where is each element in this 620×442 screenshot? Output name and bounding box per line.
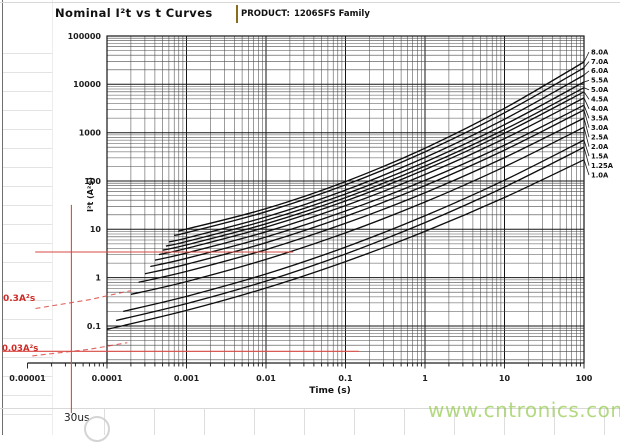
curve-7.0A <box>174 67 585 237</box>
curve-2.0A <box>130 126 585 296</box>
svg-text:100000: 100000 <box>68 32 102 41</box>
product-name: 1206SFS Family <box>293 9 370 19</box>
svg-text:1: 1 <box>95 273 101 282</box>
svg-text:10: 10 <box>499 374 511 383</box>
sheet-column-edge <box>52 0 53 435</box>
series-label: 1.25A <box>591 162 614 170</box>
curve-1.25A <box>115 146 585 322</box>
grid-lines <box>107 36 584 363</box>
axes <box>27 35 585 369</box>
svg-text:0.1: 0.1 <box>338 374 353 383</box>
svg-text:1: 1 <box>422 374 428 383</box>
svg-text:100: 100 <box>84 177 101 186</box>
sheet-left-border <box>2 0 3 435</box>
product-label: PRODUCT: <box>241 9 290 19</box>
svg-text:1000: 1000 <box>79 129 102 138</box>
curve-5.0A <box>162 87 585 251</box>
chart-title: Nominal I²t vs t Curves <box>55 6 213 20</box>
curve-1.5A <box>123 139 585 313</box>
annotation-label-30us: 30us <box>64 412 90 424</box>
series-label: 5.5A <box>591 77 609 85</box>
series-label: 3.0A <box>591 124 609 132</box>
svg-text:10000: 10000 <box>73 80 101 89</box>
svg-text:0.00001: 0.00001 <box>9 374 46 383</box>
sheet-column-lines <box>55 409 618 435</box>
series-label: 2.0A <box>591 143 609 151</box>
curve-3.5A <box>150 104 585 268</box>
series-label: 7.0A <box>591 58 609 66</box>
axis-tick-labels: 0.00001 0.0001 0.001 0.01 0.1 1 10 100100000100… <box>9 32 593 383</box>
svg-text:0.001: 0.001 <box>174 374 200 383</box>
x-axis-title: Time (s) <box>309 386 351 396</box>
sheet-bottom-border <box>0 408 620 409</box>
curve-3.0A <box>144 109 585 275</box>
sheet-top-border <box>0 2 620 3</box>
y-axis-title: I²t (A²s) <box>86 177 95 212</box>
series-label: 6.0A <box>591 67 609 75</box>
curve-4.5A <box>158 91 585 256</box>
text-cursor-bar <box>236 5 238 23</box>
series-label: 1.5A <box>591 152 609 160</box>
curve-2.5A <box>138 117 585 283</box>
annotation-label-0-3a2s: 0.3A²s <box>3 294 36 304</box>
svg-text:100: 100 <box>576 374 593 383</box>
watermark-logo-circle <box>84 416 110 442</box>
curve-1.0A <box>106 159 585 331</box>
series-label: 2.5A <box>591 134 609 142</box>
series-label: 4.0A <box>591 105 609 113</box>
series-label: 8.0A <box>591 48 609 56</box>
svg-text:0.1: 0.1 <box>87 322 102 331</box>
watermark-text: www.cntronics.com <box>428 398 620 422</box>
curve-5.5A <box>165 81 585 247</box>
series-label: 1.0A <box>591 171 609 179</box>
red-annotation-lines <box>2 204 359 413</box>
svg-text:0.0001: 0.0001 <box>92 374 123 383</box>
series-label: 3.5A <box>591 115 609 123</box>
svg-text:10: 10 <box>90 225 102 234</box>
product-row: PRODUCT: 1206SFS Family <box>241 9 374 19</box>
series-curves: 8.0A 7.0A6.0A 5.5A5.0A 4.5A4.0A 3.5A3.0A 2.5A… <box>106 48 614 331</box>
sheet-row-lines <box>3 35 53 433</box>
series-label: 4.5A <box>591 96 609 104</box>
series-label: 5.0A <box>591 86 609 94</box>
curve-6.0A <box>168 74 585 243</box>
annotation-label-0-03a2s: 0.03A²s <box>2 344 39 354</box>
curve-8.0A <box>178 61 585 232</box>
svg-text:0.01: 0.01 <box>256 374 276 383</box>
